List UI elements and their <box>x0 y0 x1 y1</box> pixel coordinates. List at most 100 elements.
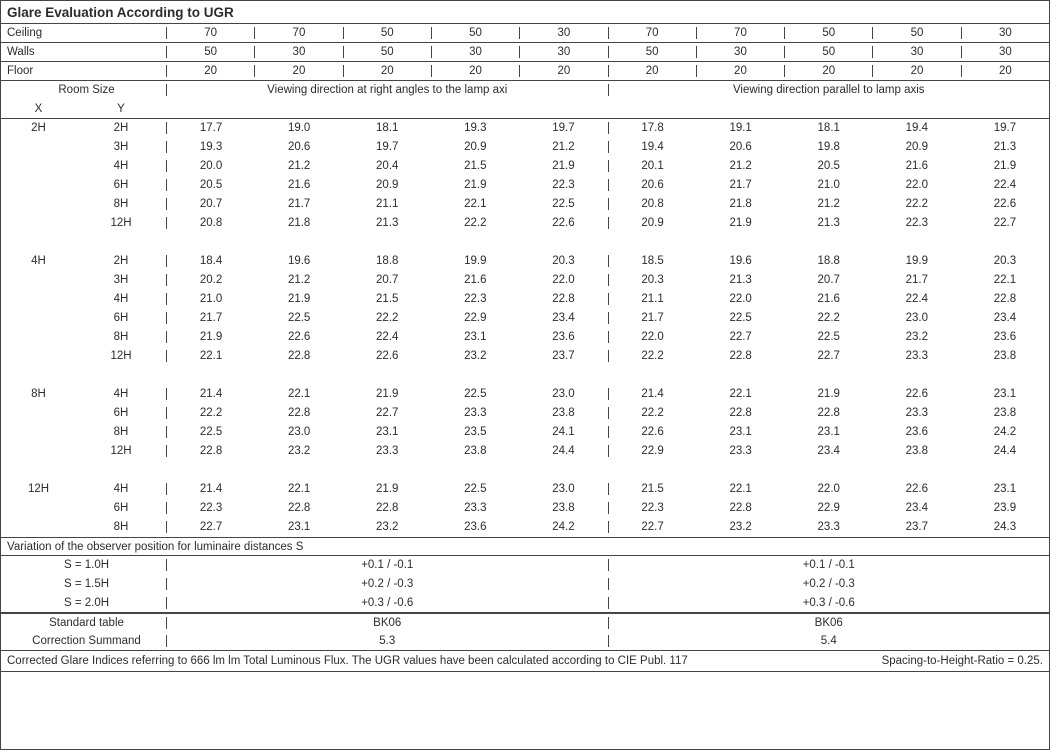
walls-row: Walls 50 30 50 30 30 50 30 50 30 30 <box>1 43 1049 62</box>
std-table-label: Standard table <box>1 617 166 629</box>
cell: 20.9 <box>431 141 519 153</box>
cell: 20 <box>696 65 784 77</box>
cell: 22.7 <box>697 331 785 343</box>
cell: 50 <box>166 46 254 58</box>
cell: 19.8 <box>785 141 873 153</box>
cell: 21.6 <box>785 293 873 305</box>
s-left-value: +0.1 / -0.1 <box>166 559 608 571</box>
cell: 23.1 <box>431 331 519 343</box>
cell: 20.0 <box>166 160 255 172</box>
cell: 30 <box>431 46 519 58</box>
cell: 21.2 <box>519 141 607 153</box>
cell: 22.9 <box>608 445 697 457</box>
cell: 22.0 <box>873 179 961 191</box>
cell: 50 <box>343 46 431 58</box>
cell: 22.8 <box>519 293 607 305</box>
cell: 22.8 <box>961 293 1049 305</box>
correction-right: 5.4 <box>608 635 1050 647</box>
cell: 23.3 <box>431 407 519 419</box>
cell: 20.9 <box>343 179 431 191</box>
cell: 21.9 <box>697 217 785 229</box>
cell: 18.4 <box>166 255 255 267</box>
s-label: S = 2.0H <box>1 597 166 609</box>
cell: 22.7 <box>785 350 873 362</box>
cell: 22.3 <box>431 293 519 305</box>
cell: 21.9 <box>431 179 519 191</box>
y-cell: 12H <box>76 350 166 362</box>
cell: 21.6 <box>873 160 961 172</box>
cell: 24.3 <box>961 521 1049 533</box>
y-cell: 6H <box>76 179 166 191</box>
s-label: S = 1.5H <box>1 578 166 590</box>
cell: 70 <box>696 27 784 39</box>
cell: 23.6 <box>961 331 1049 343</box>
cell: 23.2 <box>873 331 961 343</box>
cell: 21.2 <box>697 160 785 172</box>
cell: 20.7 <box>166 198 255 210</box>
cell: 19.7 <box>961 122 1049 134</box>
cell: 19.4 <box>873 122 961 134</box>
cell: 24.4 <box>519 445 607 457</box>
spacer-row <box>1 461 1049 480</box>
cell: 23.1 <box>343 426 431 438</box>
correction-label: Correction Summand <box>1 635 166 647</box>
table-row: 12H20.821.821.322.222.620.921.921.322.32… <box>1 214 1049 233</box>
y-cell: 4H <box>76 483 166 495</box>
variation-header-row: Variation of the observer position for l… <box>1 537 1049 556</box>
cell: 20 <box>872 65 960 77</box>
cell: 23.0 <box>519 388 607 400</box>
cell: 23.4 <box>519 312 607 324</box>
cell: 24.2 <box>961 426 1049 438</box>
y-cell: 8H <box>76 521 166 533</box>
cell: 20 <box>343 65 431 77</box>
s-label: S = 1.0H <box>1 559 166 571</box>
cell: 23.1 <box>961 483 1049 495</box>
cell: 50 <box>608 46 696 58</box>
variation-header: Variation of the observer position for l… <box>1 541 303 553</box>
x-cell: 8H <box>1 388 76 400</box>
cell: 70 <box>608 27 696 39</box>
spacer-row <box>1 233 1049 252</box>
cell: 19.7 <box>343 141 431 153</box>
cell: 22.6 <box>343 350 431 362</box>
cell: 21.9 <box>961 160 1049 172</box>
cell: 21.9 <box>343 483 431 495</box>
cell: 22.5 <box>697 312 785 324</box>
cell: 22.6 <box>255 331 343 343</box>
cell: 22.4 <box>873 293 961 305</box>
footnote-row: Corrected Glare Indices referring to 666… <box>1 651 1049 672</box>
table-row: 8H22.723.123.223.624.222.723.223.323.724… <box>1 518 1049 537</box>
cell: 20 <box>166 65 254 77</box>
table-row: 4H21.021.921.522.322.821.122.021.622.422… <box>1 290 1049 309</box>
cell: 21.8 <box>255 217 343 229</box>
cell: 21.5 <box>431 160 519 172</box>
cell: 50 <box>784 27 872 39</box>
cell: 20.7 <box>785 274 873 286</box>
cell: 22.6 <box>519 217 607 229</box>
cell: 23.1 <box>697 426 785 438</box>
cell: 21.1 <box>608 293 697 305</box>
cell: 22.2 <box>608 407 697 419</box>
cell: 22.0 <box>519 274 607 286</box>
cell: 20.3 <box>519 255 607 267</box>
cell: 21.1 <box>343 198 431 210</box>
cell: 21.6 <box>431 274 519 286</box>
table-row: 6H22.222.822.723.323.822.222.822.823.323… <box>1 404 1049 423</box>
s-left-value: +0.2 / -0.3 <box>166 578 608 590</box>
cell: 21.9 <box>519 160 607 172</box>
cell: 23.6 <box>519 331 607 343</box>
cell: 21.4 <box>608 388 697 400</box>
cell: 23.6 <box>431 521 519 533</box>
cell: 20.9 <box>873 141 961 153</box>
std-table-left: BK06 <box>166 617 608 629</box>
ceiling-label: Ceiling <box>1 27 166 39</box>
correction-row: Correction Summand 5.3 5.4 <box>1 632 1049 651</box>
cell: 22.6 <box>873 388 961 400</box>
cell: 22.7 <box>343 407 431 419</box>
cell: 20 <box>961 65 1049 77</box>
cell: 22.8 <box>697 350 785 362</box>
y-cell: 12H <box>76 445 166 457</box>
correction-left: 5.3 <box>166 635 608 647</box>
table-row: 2H2H17.719.018.119.319.717.819.118.119.4… <box>1 119 1049 138</box>
cell: 18.8 <box>343 255 431 267</box>
